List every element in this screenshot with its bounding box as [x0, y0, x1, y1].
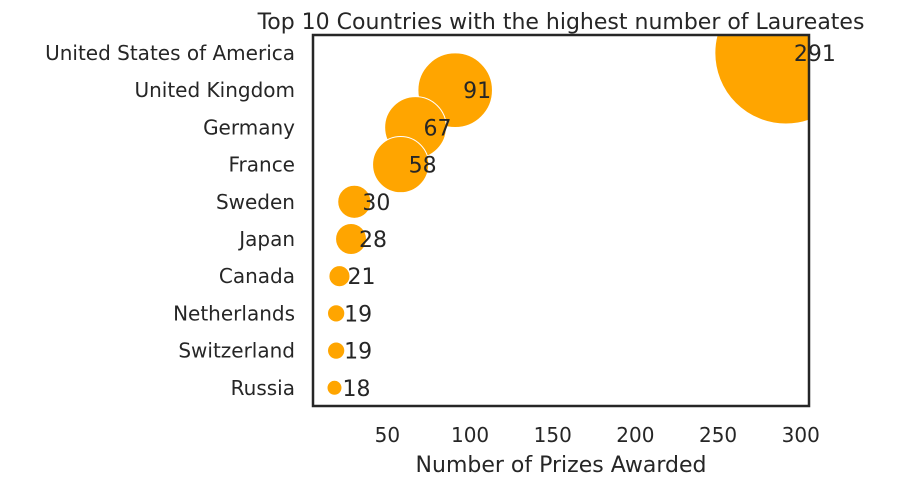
y-tick-label: Switzerland: [178, 339, 295, 363]
x-axis: 50 100 150 200 250 300: [375, 423, 820, 447]
y-tick-label: Sweden: [216, 190, 295, 214]
data-label-layer: 291 91 67 58 30 28 21 19 19 18: [342, 42, 835, 402]
y-tick-label: Canada: [219, 264, 295, 288]
bubble-canada: [328, 265, 351, 288]
y-tick-label: Russia: [231, 376, 295, 400]
bubble-france: [372, 136, 430, 194]
x-tick-label: 100: [451, 423, 489, 447]
data-label: 67: [424, 116, 452, 141]
chart-title: Top 10 Countries with the highest number…: [257, 10, 865, 35]
y-tick-label: Netherlands: [173, 301, 295, 325]
x-tick-label: 250: [699, 423, 737, 447]
y-tick-label: Germany: [203, 115, 295, 139]
bubble-japan: [335, 223, 367, 255]
bubble-layer: [326, 35, 809, 396]
bubble-russia: [326, 379, 343, 396]
y-tick-label: Japan: [237, 227, 295, 251]
data-label: 58: [409, 154, 437, 179]
bubble-netherlands: [327, 304, 346, 323]
data-label: 21: [347, 265, 375, 290]
data-label: 19: [344, 340, 372, 365]
x-tick-label: 150: [534, 423, 572, 447]
data-label: 91: [463, 79, 491, 104]
plot-frame: [311, 33, 811, 408]
y-tick-label: United Kingdom: [134, 78, 295, 102]
data-label: 28: [359, 228, 387, 253]
data-label: 291: [794, 42, 836, 67]
data-label: 30: [362, 191, 390, 216]
y-axis: United States of America United Kingdom Ge…: [45, 41, 295, 400]
data-label: 18: [342, 377, 370, 402]
x-tick-label: 200: [616, 423, 654, 447]
y-tick-label: France: [228, 153, 295, 177]
x-axis-label: Number of Prizes Awarded: [416, 453, 707, 478]
data-label: 19: [344, 302, 372, 327]
bubble-switzerland: [327, 341, 346, 360]
x-tick-label: 300: [782, 423, 820, 447]
y-tick-label: United States of America: [45, 41, 295, 65]
bubble-sweden: [337, 184, 372, 219]
bubble-united-states-of-america: [714, 35, 809, 125]
x-tick-label: 50: [375, 423, 400, 447]
